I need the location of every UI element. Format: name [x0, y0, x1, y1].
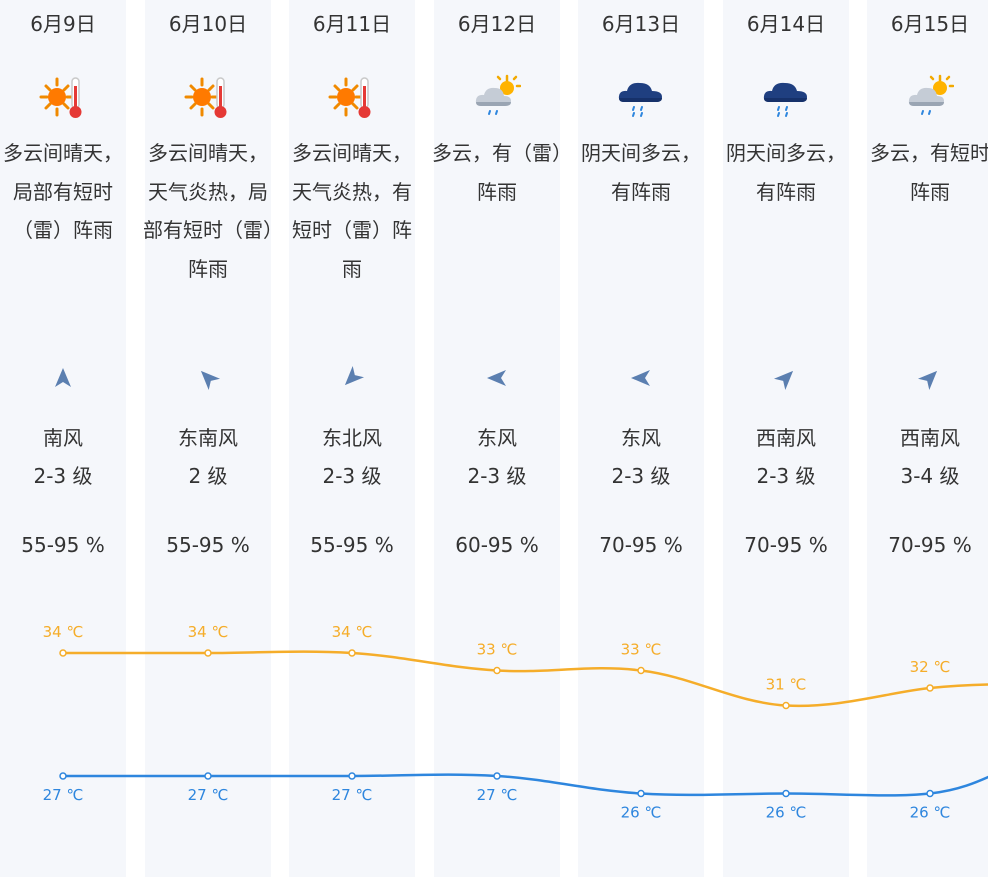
- sun-thermometer-icon: [328, 74, 376, 122]
- humidity: 60-95 %: [455, 533, 539, 557]
- forecast-day-column: 6月13日 阴天间多云，有阵雨 东风 2-3 级 70-95 %: [578, 0, 704, 877]
- wind-level: 2-3 级: [611, 464, 671, 488]
- high-temp-label: 34 ℃: [188, 623, 229, 641]
- wind-level: 2 级: [188, 464, 228, 488]
- wind-direction-icon: [483, 364, 511, 392]
- low-temp-label: 27 ℃: [43, 786, 84, 804]
- cloud-sun-rain-icon: [906, 74, 955, 122]
- cloud-sun-rain-icon: [473, 74, 522, 122]
- high-temp-label: 33 ℃: [477, 641, 518, 659]
- wind-direction-icon: [194, 364, 222, 392]
- wind-direction: 东北风: [322, 426, 382, 450]
- weather-condition: 多云间晴天，局部有短时（雷）阵雨: [3, 141, 123, 242]
- wind-level: 2-3 级: [467, 464, 527, 488]
- wind-direction-icon: [49, 364, 77, 392]
- wind-direction-icon: [627, 364, 655, 392]
- humidity: 55-95 %: [21, 533, 105, 557]
- low-temp-label: 27 ℃: [332, 786, 373, 804]
- low-temp-label: 27 ℃: [188, 786, 229, 804]
- high-temp-label: 34 ℃: [332, 623, 373, 641]
- forecast-day-column: 6月9日 多云间晴天，局部有短时（雷）阵雨 南风 2-3 级 55-95 %: [0, 0, 126, 877]
- high-temp-label: 32 ℃: [910, 658, 951, 676]
- wind-direction-icon: [916, 364, 944, 392]
- forecast-date: 6月15日: [890, 12, 970, 36]
- wind-direction: 东风: [621, 426, 661, 450]
- dark-cloud-rain-icon: [617, 74, 665, 122]
- humidity: 70-95 %: [888, 533, 972, 557]
- high-temp-point: [348, 649, 356, 657]
- wind-level: 2-3 级: [322, 464, 382, 488]
- high-temp-point: [926, 684, 934, 692]
- weather-condition: 多云，有短时阵雨: [870, 141, 988, 204]
- low-temp-point: [493, 772, 501, 780]
- low-temp-point: [348, 772, 356, 780]
- weather-condition: 阴天间多云，有阵雨: [726, 141, 846, 204]
- low-temp-point: [59, 772, 67, 780]
- high-temp-point: [493, 666, 501, 675]
- high-temp-point: [637, 666, 645, 675]
- forecast-day-column: 6月10日 多云间晴天，天气炎热，局部有短时（雷）阵雨 东南风 2 级 55-9…: [143, 0, 273, 877]
- forecast-date: 6月10日: [168, 12, 248, 36]
- dark-cloud-rain-icon: [762, 74, 810, 122]
- high-temp-label: 34 ℃: [43, 623, 84, 641]
- low-temp-label: 26 ℃: [766, 804, 807, 822]
- wind-level: 2-3 级: [33, 464, 93, 488]
- weather-condition: 多云间晴天，天气炎热，局部有短时（雷）阵雨: [143, 141, 273, 281]
- sun-thermometer-icon: [39, 74, 87, 122]
- weather-condition: 阴天间多云，有阵雨: [581, 141, 701, 204]
- humidity: 70-95 %: [599, 533, 683, 557]
- wind-level: 3-4 级: [900, 464, 960, 488]
- high-temp-line: [63, 650, 988, 708]
- forecast-date: 6月12日: [457, 12, 537, 36]
- wind-direction: 东南风: [178, 426, 238, 450]
- wind-direction-icon: [772, 364, 800, 392]
- high-temp-point: [59, 649, 67, 657]
- low-temp-point: [637, 789, 645, 798]
- weather-condition: 多云间晴天，天气炎热，有短时（雷）阵雨: [292, 141, 412, 281]
- weather-condition: 多云，有（雷）阵雨: [432, 141, 562, 204]
- humidity: 55-95 %: [166, 533, 250, 557]
- sun-thermometer-icon: [184, 74, 232, 122]
- wind-direction: 西南风: [756, 426, 816, 450]
- low-temp-label: 27 ℃: [477, 786, 518, 804]
- high-temp-label: 33 ℃: [621, 641, 662, 659]
- wind-direction: 西南风: [900, 426, 960, 450]
- forecast-day-column: 6月14日 阴天间多云，有阵雨 西南风 2-3 级 70-95 %: [723, 0, 849, 877]
- forecast-day-column: 6月15日 多云，有短时阵雨 西南风 3-4 级 70-95 %: [867, 0, 988, 877]
- humidity: 70-95 %: [744, 533, 828, 557]
- wind-direction: 东风: [477, 426, 517, 450]
- wind-direction: 南风: [43, 426, 83, 450]
- low-temp-point: [782, 789, 790, 798]
- wind-level: 2-3 级: [756, 464, 816, 488]
- low-temp-label: 26 ℃: [910, 804, 951, 822]
- forecast-day-column: 6月12日 多云，有（雷）阵雨 东风 2-3 级 60-95 %: [432, 0, 562, 877]
- humidity: 55-95 %: [310, 533, 394, 557]
- high-temp-point: [204, 649, 212, 657]
- forecast-date: 6月13日: [601, 12, 681, 36]
- forecast-day-column: 6月11日 多云间晴天，天气炎热，有短时（雷）阵雨 东北风 2-3 级 55-9…: [289, 0, 415, 877]
- high-temp-label: 31 ℃: [766, 676, 807, 694]
- low-temp-label: 26 ℃: [621, 804, 662, 822]
- high-temp-point: [782, 701, 790, 710]
- low-temp-line: [62, 773, 988, 797]
- forecast-date: 6月14日: [746, 12, 826, 36]
- low-temp-point: [926, 789, 934, 798]
- low-temp-point: [204, 772, 212, 780]
- forecast-date: 6月9日: [30, 12, 96, 36]
- forecast-date: 6月11日: [312, 12, 392, 36]
- wind-direction-icon: [338, 364, 366, 392]
